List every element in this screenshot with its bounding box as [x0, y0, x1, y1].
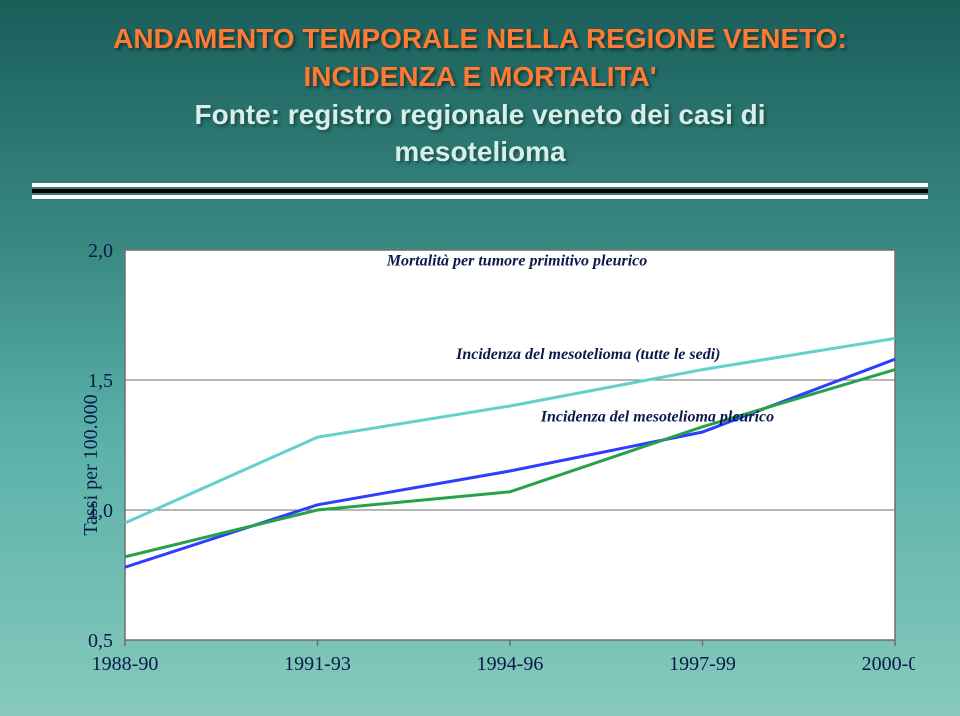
svg-text:1994-96: 1994-96 [477, 653, 544, 675]
chart: Tassi per 100.000 0,51,01,52,01988-90199… [55, 240, 915, 690]
svg-text:1,5: 1,5 [88, 370, 113, 392]
divider [32, 183, 928, 199]
title-block: ANDAMENTO TEMPORALE NELLA REGIONE VENETO… [0, 0, 960, 177]
svg-text:1988-90: 1988-90 [92, 653, 159, 675]
svg-text:1997-99: 1997-99 [669, 653, 736, 675]
svg-text:0,5: 0,5 [88, 630, 113, 652]
annotation: Mortalità per tumore primitivo pleurico [386, 253, 647, 270]
subtitle-line-2: mesotelioma [40, 133, 920, 171]
annotation: Incidenza del mesotelioma (tutte le sedi… [455, 346, 720, 363]
title-line-2: INCIDENZA E MORTALITA' [40, 58, 920, 96]
slide: ANDAMENTO TEMPORALE NELLA REGIONE VENETO… [0, 0, 960, 716]
chart-svg: 0,51,01,52,01988-901991-931994-961997-99… [55, 240, 915, 690]
annotation: Incidenza del mesotelioma pleurico [540, 409, 774, 426]
y-axis-label: Tassi per 100.000 [80, 394, 103, 535]
svg-text:1991-93: 1991-93 [284, 653, 351, 675]
subtitle-line-1: Fonte: registro regionale veneto dei cas… [40, 96, 920, 134]
svg-text:2000-02: 2000-02 [862, 653, 915, 675]
title-line-1: ANDAMENTO TEMPORALE NELLA REGIONE VENETO… [40, 20, 920, 58]
svg-text:2,0: 2,0 [88, 240, 113, 262]
